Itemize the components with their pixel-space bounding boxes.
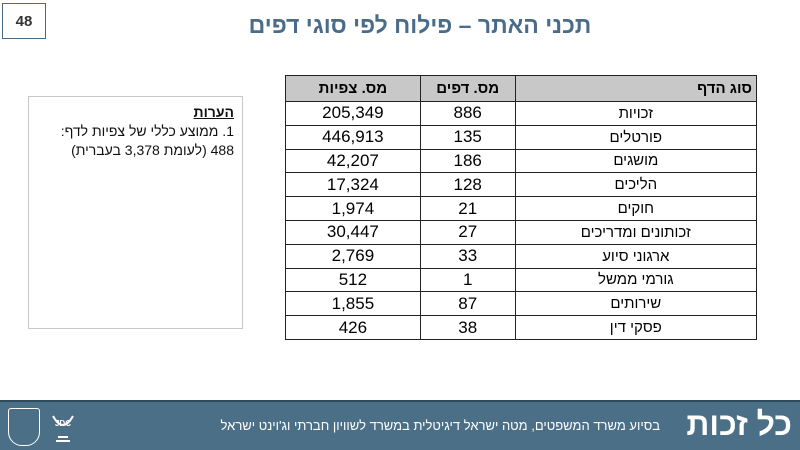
cell-pages: 38 [419, 315, 516, 340]
notes-line: 1. ממוצע כללי של צפיות לדף: [60, 123, 234, 139]
cell-views: 2,769 [285, 243, 421, 269]
cell-pages: 27 [419, 219, 516, 245]
notes-heading: הערות [193, 104, 234, 120]
table-row: גורמי ממשל 1 512 [285, 267, 758, 293]
page-types-table: סוג הדף מס. דפים מס. צפיות זכויות 886 205,… [285, 75, 758, 340]
state-emblem-icon [8, 408, 40, 446]
cell-type: חוקים [514, 196, 758, 221]
jdc-logo: JDC [50, 408, 76, 446]
cell-type: גורמי ממשל [514, 267, 758, 293]
cell-pages: 21 [419, 196, 516, 221]
footer-text: בסיוע משרד המשפטים, מטה ישראל דיגיטלית ב… [220, 418, 660, 433]
cell-views: 426 [285, 315, 421, 340]
header-views: מס. צפיות [285, 75, 421, 102]
svg-text:JDC: JDC [55, 419, 71, 428]
cell-type: מושגים [514, 148, 758, 174]
table-row: מושגים 186 42,207 [285, 148, 758, 174]
cell-pages: 135 [419, 124, 516, 150]
table-row: פורטלים 135 446,913 [285, 124, 758, 150]
header-type: סוג הדף [514, 75, 758, 102]
cell-views: 1,855 [285, 291, 421, 317]
cell-views: 1,974 [285, 196, 421, 221]
cell-type: פורטלים [514, 124, 758, 150]
table-row: זכותונים ומדריכים 27 30,447 [285, 219, 758, 245]
cell-pages: 87 [419, 291, 516, 317]
header-pages: מס. דפים [419, 75, 516, 102]
table-row: פסקי דין 38 426 [285, 315, 758, 340]
cell-type: זכותונים ומדריכים [514, 219, 758, 245]
cell-type: שירותים [514, 291, 758, 317]
cell-pages: 186 [419, 148, 516, 174]
cell-pages: 886 [419, 101, 516, 126]
brand-logo: כל זכות [686, 406, 792, 442]
table-row: זכויות 886 205,349 [285, 101, 758, 126]
cell-type: זכויות [514, 101, 758, 126]
slide-number: 48 [2, 3, 46, 39]
cell-views: 17,324 [285, 172, 421, 198]
cell-pages: 33 [419, 243, 516, 269]
cell-type: הליכים [514, 172, 758, 198]
cell-pages: 1 [419, 267, 516, 293]
cell-views: 205,349 [285, 101, 421, 126]
cell-type: פסקי דין [514, 315, 758, 340]
cell-views: 446,913 [285, 124, 421, 150]
page-title: תכני האתר – פילוח לפי סוגי דפים [248, 12, 592, 38]
table-row: שירותים 87 1,855 [285, 291, 758, 317]
cell-views: 42,207 [285, 148, 421, 174]
notes-line: 488 (לעומת 3,378 בעברית) [71, 142, 234, 158]
cell-pages: 128 [419, 172, 516, 198]
table-row: חוקים 21 1,974 [285, 196, 758, 221]
notes-box: הערות 1. ממוצע כללי של צפיות לדף: 488 (ל… [28, 96, 243, 329]
cell-views: 30,447 [285, 219, 421, 245]
cell-type: ארגוני סיוע [514, 243, 758, 269]
cell-views: 512 [285, 267, 421, 293]
table-row: הליכים 128 17,324 [285, 172, 758, 198]
table-row: ארגוני סיוע 33 2,769 [285, 243, 758, 269]
footer: JDC בסיוע משרד המשפטים, מטה ישראל דיגיטל… [0, 400, 800, 450]
